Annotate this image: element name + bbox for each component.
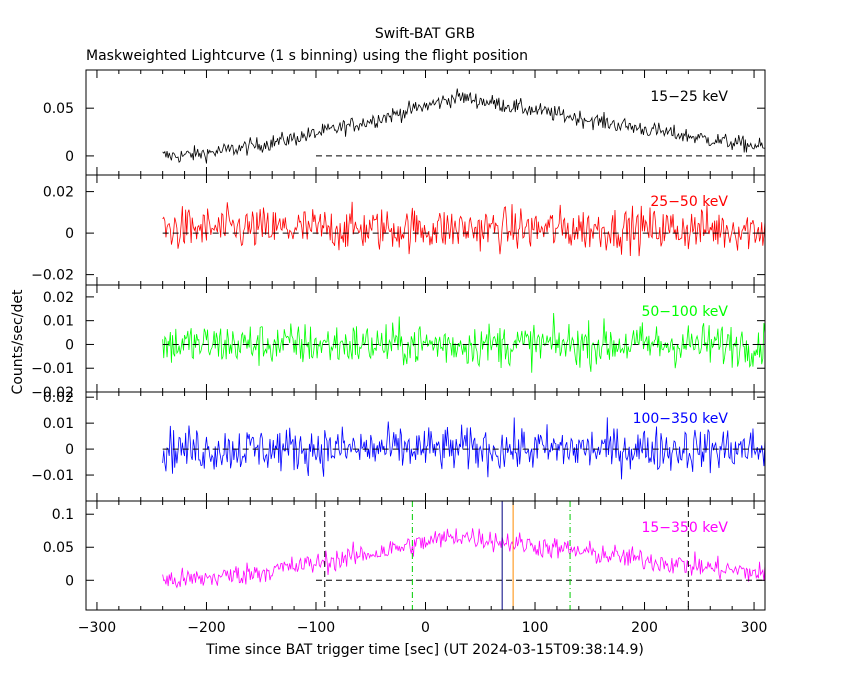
band-label: 100−350 keV — [633, 411, 729, 427]
panel-frame — [85, 500, 766, 611]
x-tick-label: 300 — [741, 620, 768, 636]
y-tick-label: 0 — [65, 226, 74, 242]
y-tick-label: −0.02 — [31, 385, 74, 401]
x-tick-label: −200 — [187, 620, 225, 636]
x-tick-label: −100 — [297, 620, 335, 636]
y-tick-label: 0.02 — [43, 390, 74, 406]
y-tick-label: 0.05 — [43, 540, 74, 556]
y-axis-label: Counts/sec/det — [10, 289, 26, 394]
y-tick-label: 0 — [65, 337, 74, 353]
x-tick-label: 200 — [631, 620, 658, 636]
x-tick-label: −300 — [78, 620, 116, 636]
figure-title: Swift-BAT GRB — [375, 26, 475, 42]
y-tick-label: 0.02 — [43, 185, 74, 201]
panel-frame — [85, 69, 766, 176]
band-label: 25−50 keV — [650, 194, 728, 210]
y-tick-label: −0.02 — [31, 268, 74, 284]
y-tick-label: 0.05 — [43, 101, 74, 117]
band-label: 15−350 keV — [641, 520, 728, 536]
panel-frame — [85, 284, 766, 393]
band-label: 50−100 keV — [641, 304, 728, 320]
y-tick-label: −0.01 — [31, 468, 74, 484]
x-axis-label: Time since BAT trigger time [sec] (UT 20… — [205, 642, 644, 658]
y-tick-label: 0.02 — [43, 290, 74, 306]
lightcurve-line — [162, 528, 765, 589]
lightcurve-line — [162, 312, 765, 373]
y-tick-label: 0 — [65, 149, 74, 165]
panel-5: 0 0.05 0.1 15−350 keV — [43, 500, 766, 611]
panel-1: 0 0.05 15−25 keV — [43, 69, 766, 176]
y-tick-label: 0 — [65, 442, 74, 458]
panel-2: −0.02 0 0.02 25−50 keV — [31, 174, 766, 286]
y-tick-label: 0.01 — [43, 314, 74, 330]
y-tick-label: 0.1 — [52, 507, 74, 523]
lightcurve-line — [162, 88, 765, 164]
figure-subtitle: Maskweighted Lightcurve (1 s binning) us… — [86, 48, 528, 64]
y-tick-label: −0.01 — [31, 361, 74, 377]
y-tick-label: 0.01 — [43, 416, 74, 432]
panel-3: −0.02 −0.01 0 0.01 0.02 50−100 keV — [31, 284, 766, 401]
band-label: 15−25 keV — [650, 89, 728, 105]
x-tick-label: 100 — [522, 620, 549, 636]
x-tick-label: 0 — [421, 620, 430, 636]
y-tick-label: 0 — [65, 573, 74, 589]
lightcurve-line — [162, 417, 765, 480]
lightcurve-line — [162, 201, 765, 257]
panel-4: −0.01 0 0.01 0.02 100−350 keV — [31, 390, 766, 502]
